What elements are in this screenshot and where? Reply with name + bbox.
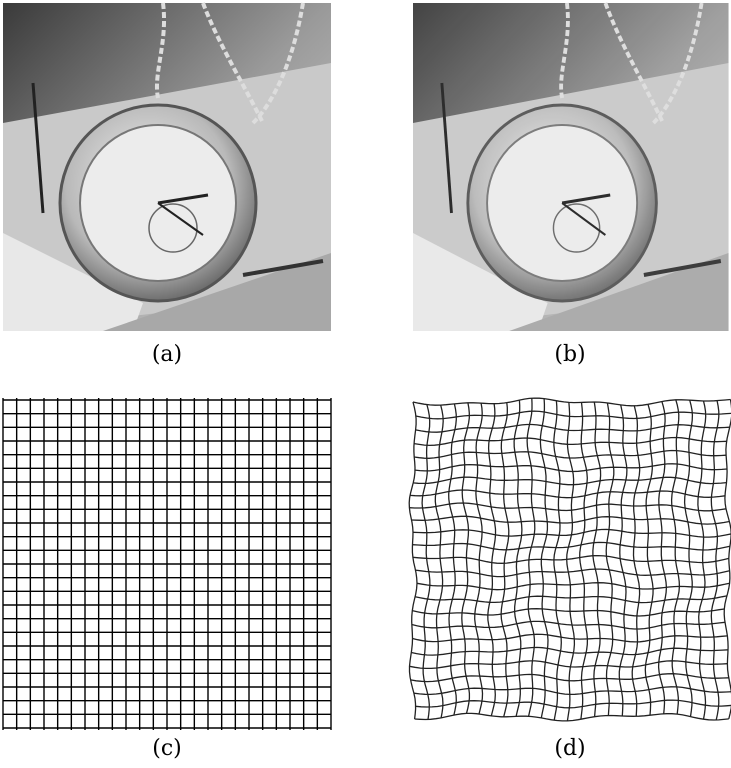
caption: (a) <box>152 342 182 367</box>
grid-line <box>409 402 417 719</box>
grid-line <box>540 399 548 718</box>
grid-line <box>412 516 730 524</box>
grid-line <box>414 451 726 459</box>
grid-line <box>413 634 728 642</box>
grid-line <box>415 569 729 577</box>
grid-line <box>413 477 726 485</box>
grid-line <box>475 403 483 714</box>
grid-line <box>414 438 727 446</box>
grid-line <box>416 700 731 708</box>
grid-line <box>413 398 731 406</box>
grid-line <box>415 713 729 721</box>
grid-line <box>416 425 730 433</box>
grid-line <box>412 621 725 629</box>
grid-line <box>410 490 725 498</box>
grid-line <box>514 400 522 716</box>
grid-line <box>501 403 509 717</box>
caption: (b) <box>554 342 585 367</box>
grid-line <box>410 661 728 669</box>
grid-line <box>416 411 731 419</box>
grid-line <box>417 583 730 590</box>
grid-line <box>527 398 535 716</box>
grid-line <box>449 404 457 715</box>
grid-line <box>422 405 430 720</box>
grid-line <box>412 609 724 616</box>
grid-line <box>488 404 496 716</box>
grid-line <box>415 596 727 603</box>
caption: (c) <box>152 736 182 761</box>
grid-line <box>567 402 575 721</box>
grid-line <box>413 556 729 564</box>
grid-line <box>685 400 693 716</box>
grid-line <box>413 542 731 550</box>
grid-line <box>435 405 443 718</box>
grid-line <box>414 687 731 695</box>
photo-b <box>413 3 729 331</box>
grid-line <box>698 401 706 719</box>
grid-line <box>593 402 601 717</box>
grid-line <box>659 402 667 714</box>
grid-d <box>409 398 731 721</box>
grid-line <box>619 405 627 716</box>
grid-line <box>580 402 588 719</box>
grid-line <box>645 404 653 715</box>
grid-line <box>411 647 728 655</box>
photo-a <box>3 3 331 331</box>
grid-c <box>3 398 331 730</box>
grid-line <box>409 503 726 511</box>
figure: (a) (b) (c) (d) <box>0 0 731 768</box>
caption: (d) <box>554 736 585 761</box>
grid-line <box>672 400 680 714</box>
grid-line <box>606 403 614 716</box>
